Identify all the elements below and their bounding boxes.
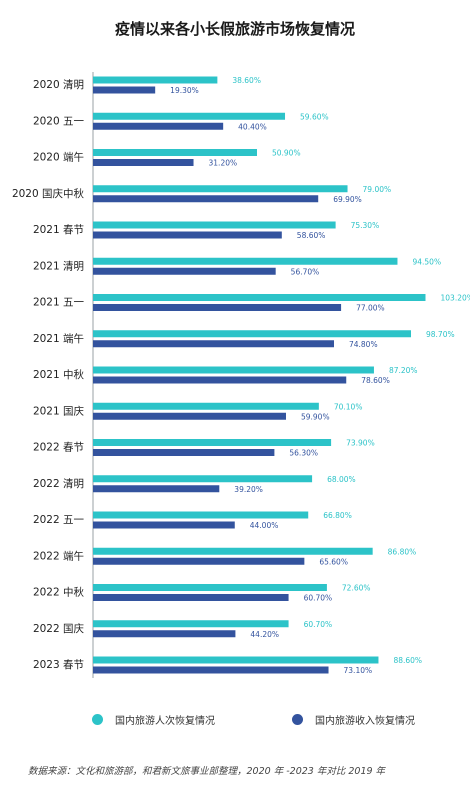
data-label-visits: 60.70% (304, 620, 333, 629)
category-label: 2021 春节 (33, 224, 84, 236)
data-label-revenue: 44.20% (250, 630, 279, 639)
data-label-revenue: 56.30% (289, 449, 318, 458)
bar-revenue (93, 594, 289, 601)
category-label: 2021 端午 (33, 332, 84, 345)
data-label-visits: 38.60% (232, 76, 261, 85)
bar-visits (93, 257, 398, 265)
bar-revenue (93, 231, 282, 239)
chart-title: 疫情以来各小长假旅游市场恢复情况 (114, 20, 355, 38)
legend-label-revenue: 国内旅游收入恢复情况 (315, 716, 415, 727)
category-label: 2021 国庆 (33, 404, 85, 417)
data-label-revenue: 69.90% (333, 195, 362, 204)
category-label: 2021 五一 (33, 297, 85, 309)
data-label-visits: 50.90% (272, 149, 301, 158)
data-label-revenue: 73.10% (344, 666, 373, 675)
data-label-visits: 94.50% (412, 257, 441, 266)
data-label-visits: 68.00% (327, 475, 356, 484)
bar-visits (93, 221, 336, 229)
data-label-visits: 103.20% (441, 294, 470, 303)
category-label: 2023 春节 (33, 659, 84, 671)
bar-visits (93, 149, 257, 156)
bar-visits (93, 294, 426, 301)
bar-revenue (93, 195, 319, 203)
bar-revenue (93, 267, 276, 275)
bar-revenue (93, 557, 305, 565)
legend-item-revenue: 国内旅游收入恢复情况 (292, 712, 415, 727)
bar-visits (93, 366, 374, 374)
data-label-revenue: 31.20% (209, 159, 238, 168)
bar-visits (93, 475, 313, 483)
bar-visits (93, 656, 379, 664)
category-label: 2020 端午 (33, 151, 84, 164)
category-label: 2022 春节 (33, 442, 84, 454)
source-note: 数据来源：文化和旅游部，和君新文旅事业部整理，2020 年 -2023 年对比 … (28, 766, 386, 777)
bar-visits (93, 185, 348, 193)
bar-revenue (93, 304, 342, 311)
category-label: 2020 五一 (33, 115, 85, 127)
bar-revenue (93, 122, 224, 130)
category-label: 2022 五一 (33, 514, 85, 526)
data-label-revenue: 74.80% (349, 340, 378, 349)
data-label-revenue: 40.40% (238, 122, 267, 131)
data-label-revenue: 58.60% (297, 231, 326, 240)
bar-revenue (93, 340, 334, 348)
bar-visits (93, 402, 319, 410)
data-label-visits: 98.70% (426, 330, 455, 339)
bar-chart: 2020 清明 38.60% 19.30% 2020 五一 59.60% 40.40% 20… (12, 72, 470, 678)
data-label-visits: 75.30% (351, 221, 380, 230)
bar-visits (93, 330, 412, 338)
bar-revenue (93, 86, 156, 94)
bar-visits (93, 511, 309, 519)
category-label: 2020 国庆中秋 (12, 187, 85, 200)
category-label: 2020 清明 (33, 78, 84, 91)
bar-revenue (93, 159, 194, 166)
legend-marker-revenue (292, 714, 303, 725)
data-label-revenue: 77.00% (356, 304, 385, 313)
legend-label-visits: 国内旅游人次恢复情况 (115, 716, 215, 727)
bar-visits (93, 584, 327, 591)
data-label-revenue: 60.70% (304, 594, 333, 603)
bar-revenue (93, 449, 275, 456)
data-label-revenue: 56.70% (291, 267, 320, 276)
data-label-revenue: 19.30% (170, 86, 199, 95)
data-label-visits: 87.20% (389, 366, 418, 375)
bar-visits (93, 547, 373, 555)
bar-revenue (93, 630, 236, 638)
category-label: 2022 中秋 (33, 586, 85, 599)
category-label: 2022 清明 (33, 477, 84, 490)
data-label-revenue: 78.60% (361, 376, 390, 385)
bar-revenue (93, 521, 235, 529)
category-label: 2022 端午 (33, 549, 84, 562)
category-label: 2022 国庆 (33, 622, 85, 635)
data-label-visits: 70.10% (334, 402, 363, 411)
data-label-visits: 79.00% (363, 185, 392, 194)
data-label-visits: 73.90% (346, 439, 375, 448)
legend-marker-visits (92, 714, 103, 725)
data-label-revenue: 39.20% (234, 485, 263, 494)
data-label-visits: 66.80% (323, 511, 352, 520)
data-label-revenue: 59.90% (301, 412, 330, 421)
data-label-visits: 72.60% (342, 584, 371, 593)
bar-visits (93, 620, 289, 628)
bar-revenue (93, 666, 329, 674)
data-label-visits: 59.60% (300, 112, 329, 121)
bar-revenue (93, 412, 286, 420)
data-label-revenue: 65.60% (319, 557, 348, 566)
data-label-visits: 86.80% (388, 547, 417, 556)
legend-item-visits: 国内旅游人次恢复情况 (92, 712, 215, 727)
category-label: 2021 清明 (33, 259, 84, 272)
data-label-revenue: 44.00% (250, 521, 279, 530)
bar-visits (93, 76, 218, 84)
bar-revenue (93, 376, 347, 384)
bar-visits (93, 112, 286, 120)
category-label: 2021 中秋 (33, 368, 85, 381)
data-label-visits: 88.60% (393, 656, 422, 665)
bar-visits (93, 439, 332, 446)
bar-revenue (93, 485, 220, 493)
